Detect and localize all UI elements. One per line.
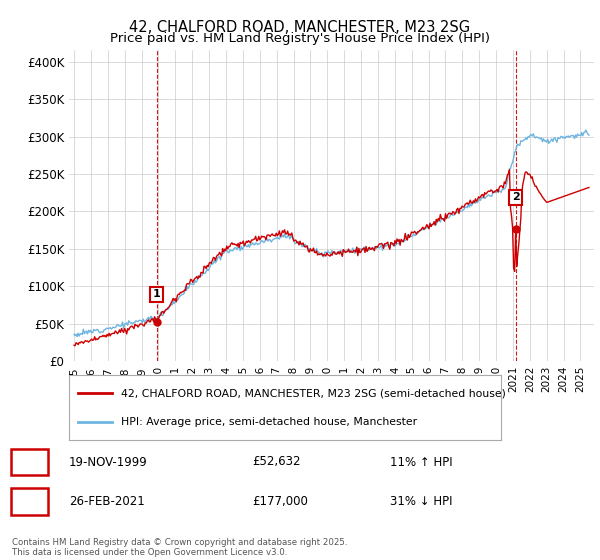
- Text: 19-NOV-1999: 19-NOV-1999: [69, 455, 148, 469]
- Text: 1: 1: [153, 290, 160, 299]
- Text: 2: 2: [25, 494, 34, 508]
- Text: 11% ↑ HPI: 11% ↑ HPI: [390, 455, 452, 469]
- Text: 42, CHALFORD ROAD, MANCHESTER, M23 2SG (semi-detached house): 42, CHALFORD ROAD, MANCHESTER, M23 2SG (…: [121, 388, 506, 398]
- Text: Price paid vs. HM Land Registry's House Price Index (HPI): Price paid vs. HM Land Registry's House …: [110, 32, 490, 45]
- Text: 1: 1: [25, 455, 34, 469]
- Text: HPI: Average price, semi-detached house, Manchester: HPI: Average price, semi-detached house,…: [121, 417, 417, 427]
- Text: Contains HM Land Registry data © Crown copyright and database right 2025.
This d: Contains HM Land Registry data © Crown c…: [12, 538, 347, 557]
- Text: £52,632: £52,632: [252, 455, 301, 469]
- Text: 2: 2: [512, 193, 520, 202]
- Text: 26-FEB-2021: 26-FEB-2021: [69, 494, 145, 508]
- Text: 31% ↓ HPI: 31% ↓ HPI: [390, 494, 452, 508]
- Text: £177,000: £177,000: [252, 494, 308, 508]
- Text: 42, CHALFORD ROAD, MANCHESTER, M23 2SG: 42, CHALFORD ROAD, MANCHESTER, M23 2SG: [130, 20, 470, 35]
